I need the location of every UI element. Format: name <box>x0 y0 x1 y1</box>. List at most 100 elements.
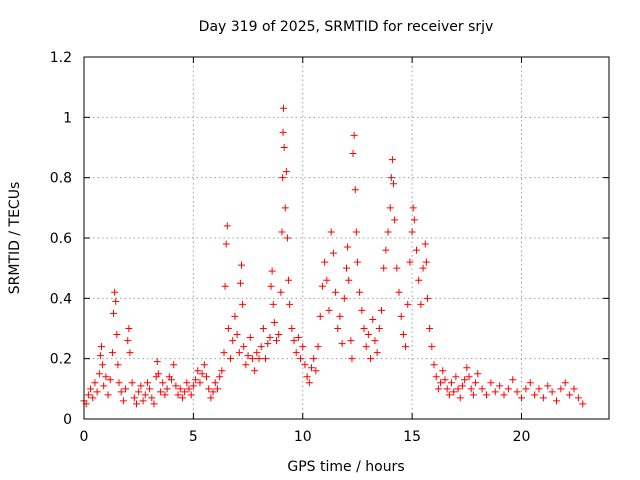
data-point <box>343 264 350 272</box>
data-point <box>362 343 370 351</box>
data-point <box>491 388 499 396</box>
data-point <box>279 128 287 136</box>
data-point <box>397 312 405 320</box>
data-point <box>91 379 99 387</box>
data-point <box>504 385 512 393</box>
data-point <box>314 343 322 351</box>
data-point <box>410 216 418 224</box>
x-axis-label: GPS time / hours <box>287 459 404 475</box>
data-point <box>281 204 289 212</box>
data-point <box>448 379 455 387</box>
data-point <box>321 258 329 266</box>
data-point <box>286 300 294 308</box>
data-point <box>146 385 154 393</box>
x-tick-label: 0 <box>80 429 89 445</box>
data-point <box>327 228 335 236</box>
data-point <box>445 391 453 399</box>
data-point <box>141 391 149 399</box>
data-point <box>87 385 95 393</box>
data-point <box>207 394 215 402</box>
data-point <box>137 382 145 390</box>
data-point <box>253 349 261 357</box>
data-point <box>430 361 438 369</box>
data-point <box>192 376 200 384</box>
data-point <box>380 264 388 272</box>
data-point <box>308 364 315 372</box>
data-point <box>220 349 228 357</box>
data-point <box>483 391 490 399</box>
data-point <box>428 343 436 351</box>
data-point <box>233 331 241 339</box>
data-point <box>553 397 560 405</box>
data-point <box>194 367 202 375</box>
data-point <box>198 370 206 378</box>
data-point <box>387 174 395 182</box>
data-point <box>574 394 582 402</box>
data-point <box>266 334 274 342</box>
data-point <box>356 288 364 296</box>
data-point <box>99 361 107 369</box>
data-point <box>196 379 204 387</box>
data-point <box>349 150 357 158</box>
data-point <box>406 258 414 266</box>
data-point <box>513 388 521 396</box>
data-point <box>163 385 171 393</box>
data-point <box>187 391 195 399</box>
data-point <box>178 394 186 402</box>
data-point <box>312 367 320 375</box>
data-point <box>439 367 447 375</box>
data-point <box>96 352 104 360</box>
data-point <box>384 228 392 236</box>
plot-frame <box>83 56 610 420</box>
data-point <box>395 288 403 296</box>
data-point <box>119 397 127 405</box>
data-point <box>124 337 132 345</box>
data-point <box>419 264 427 272</box>
data-point <box>526 379 534 387</box>
data-point <box>135 388 143 396</box>
data-point <box>415 276 423 284</box>
data-point <box>139 397 147 405</box>
data-point <box>181 388 189 396</box>
data-point <box>367 355 375 363</box>
data-point <box>161 391 169 399</box>
data-point <box>115 379 123 387</box>
data-point <box>332 288 340 296</box>
data-point <box>561 379 569 387</box>
data-point <box>93 388 101 396</box>
data-point <box>106 376 114 384</box>
data-point <box>248 355 256 363</box>
data-point <box>303 373 311 381</box>
data-point <box>393 264 401 272</box>
data-point <box>570 385 578 393</box>
data-point <box>238 261 245 269</box>
data-point <box>218 367 226 375</box>
data-point <box>404 300 412 308</box>
data-point <box>329 249 337 257</box>
data-point <box>378 306 385 314</box>
data-point <box>288 325 296 332</box>
data-point <box>434 385 442 393</box>
data-point <box>235 349 243 357</box>
data-point <box>496 382 504 390</box>
data-point <box>408 228 416 236</box>
data-point <box>174 391 182 399</box>
data-point <box>133 400 140 408</box>
x-tick-label: 15 <box>403 429 421 445</box>
data-point <box>382 246 390 254</box>
data-point <box>290 337 298 345</box>
data-point <box>345 276 353 284</box>
data-point <box>432 373 440 381</box>
y-tick-label: 0.2 <box>50 352 72 368</box>
data-point <box>154 370 162 378</box>
data-point <box>98 343 105 351</box>
data-point <box>292 349 300 357</box>
data-point <box>557 385 565 393</box>
data-point <box>268 267 276 275</box>
data-point <box>465 373 473 381</box>
x-tick-label: 20 <box>513 429 531 445</box>
data-point <box>350 131 358 139</box>
data-point <box>323 276 331 284</box>
data-point <box>153 358 161 366</box>
data-point <box>531 391 539 399</box>
